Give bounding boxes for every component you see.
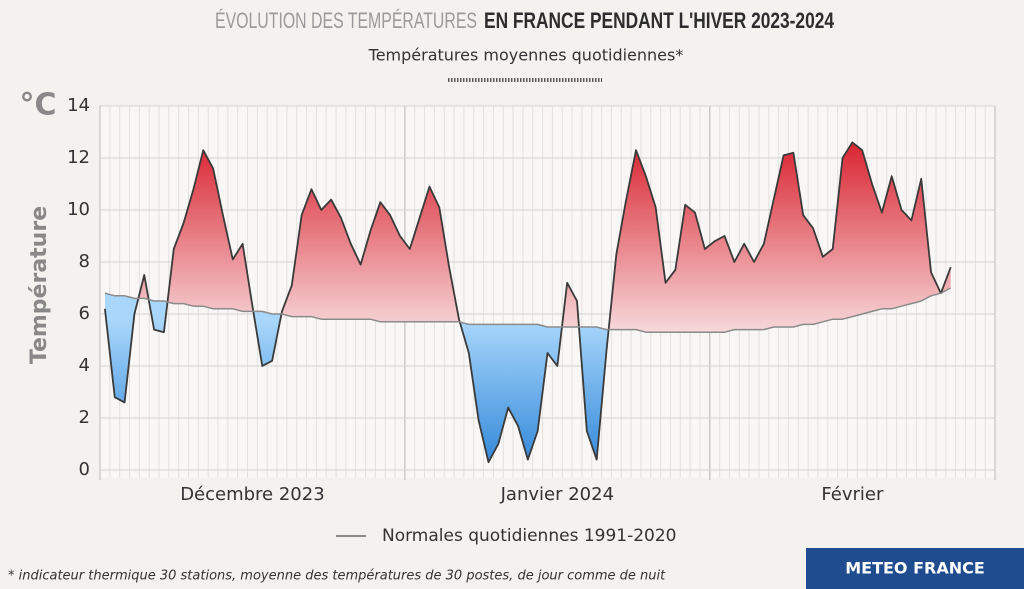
footnote: * indicateur thermique 30 stations, moye… (8, 569, 666, 584)
y-tick-label: 12 (67, 147, 90, 168)
y-tick-label: 8 (79, 251, 90, 272)
y-tick-label: 4 (79, 355, 90, 376)
y-tick-label: 6 (79, 303, 90, 324)
x-tick-label: Février (821, 484, 884, 505)
title-bold: EN FRANCE PENDANT L'HIVER 2023-2024 (484, 8, 835, 33)
unit: °C (19, 88, 56, 123)
temperature-line (104, 141, 952, 464)
title-light: ÉVOLUTION DES TEMPÉRATURES (215, 8, 477, 33)
logo-box (806, 548, 1024, 589)
legend-label: Normales quotidiennes 1991-2020 (382, 526, 677, 546)
y-tick-label: 10 (67, 199, 90, 220)
subtitle: Températures moyennes quotidiennes* (368, 46, 684, 65)
y-tick-label: 14 (67, 95, 90, 116)
y-tick-label: 0 (79, 459, 90, 480)
logo: METEO FRANCE (845, 559, 985, 578)
x-tick-label: Décembre 2023 (180, 484, 324, 505)
y-axis-label: Température (27, 206, 52, 364)
x-tick-label: Janvier 2024 (500, 484, 614, 505)
y-tick-label: 2 (79, 407, 90, 428)
warm-area (104, 142, 951, 333)
normal-line (104, 287, 952, 333)
